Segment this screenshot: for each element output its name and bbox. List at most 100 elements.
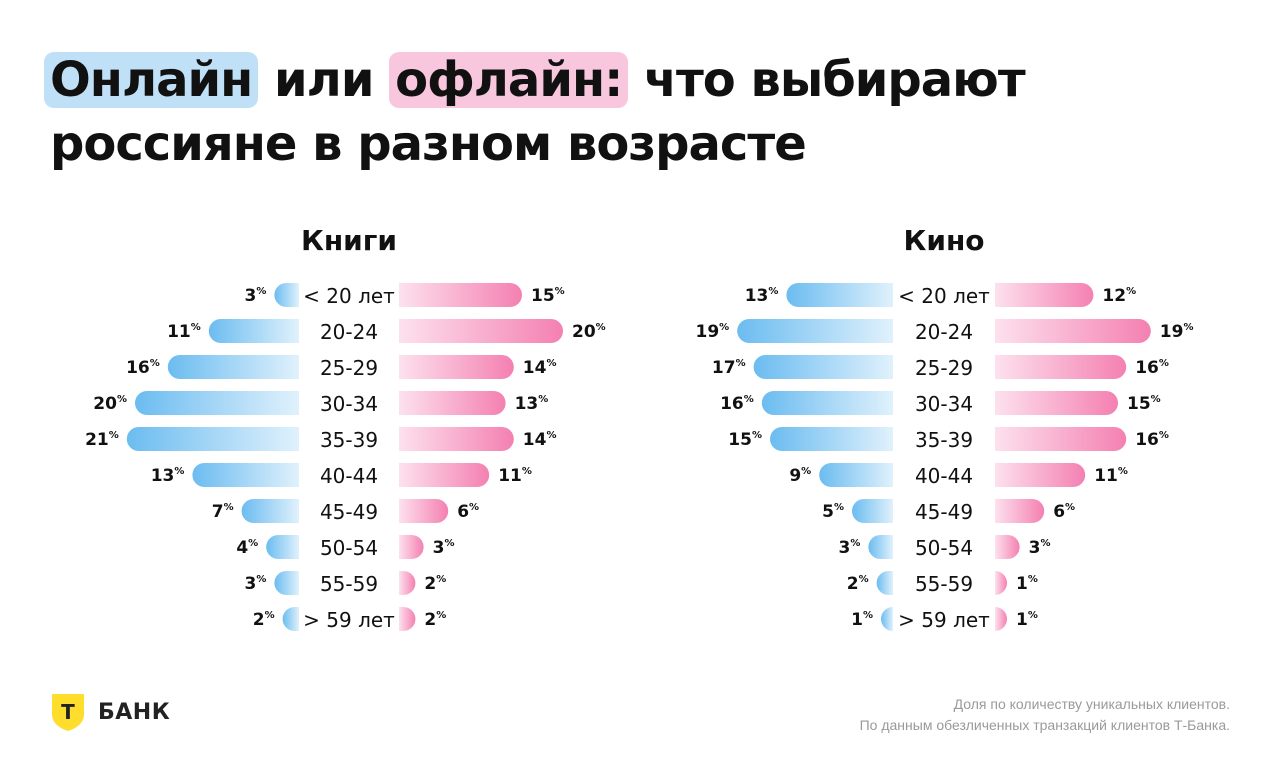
title-highlight-online: Онлайн	[44, 52, 259, 108]
books-online-bar	[282, 607, 299, 631]
books-online-bar	[126, 427, 299, 451]
movies-offline-bar	[995, 499, 1045, 523]
books-offline-value: 20%	[572, 322, 606, 342]
books-online-bar	[241, 499, 299, 523]
books-online-value: 4%	[236, 538, 258, 558]
books-offline-bar	[399, 355, 514, 379]
books-age-label: > 59 лет	[303, 608, 395, 632]
movies-age-label: 20-24	[915, 320, 973, 344]
books-offline-value: 14%	[523, 430, 557, 450]
movies-age-label: 40-44	[915, 464, 973, 488]
books-online-bar	[274, 283, 299, 307]
books-online-bar	[135, 391, 299, 415]
movies-online-value: 19%	[695, 322, 729, 342]
books-age-label: 20-24	[320, 320, 378, 344]
footnote: Доля по количеству уникальных клиентов. …	[860, 694, 1230, 736]
movies-offline-bar	[995, 535, 1020, 559]
books-offline-value: 2%	[424, 574, 446, 594]
tbank-logo: Т БАНК	[50, 692, 170, 732]
title-highlight-offline: офлайн:	[389, 52, 629, 108]
books-offline-value: 13%	[515, 394, 549, 414]
books-age-label: 25-29	[320, 356, 378, 380]
books-offline-bar	[399, 463, 490, 487]
books-offline-value: 15%	[531, 286, 565, 306]
books-offline-bar	[399, 391, 506, 416]
logo-letter: Т	[61, 700, 75, 724]
books-online-value: 21%	[85, 430, 119, 450]
movies-age-label: 50-54	[915, 536, 973, 560]
movies-age-label: 45-49	[915, 500, 973, 524]
logo-text: БАНК	[98, 699, 171, 725]
books-online-value: 16%	[126, 358, 160, 378]
movies-age-label: < 20 лет	[898, 284, 990, 308]
movies-online-bar	[852, 499, 893, 523]
movies-offline-bar	[995, 283, 1094, 307]
books-online-bar	[192, 463, 299, 487]
movies-offline-bar	[995, 319, 1151, 343]
movies-online-bar	[881, 607, 893, 631]
movies-online-value: 13%	[745, 286, 779, 306]
movies-online-bar	[786, 283, 893, 307]
books-chart-title: Книги	[301, 224, 397, 257]
books-age-label: 35-39	[320, 428, 378, 452]
books-online-bar	[274, 571, 299, 595]
books-offline-bar	[399, 499, 449, 523]
books-age-label: 40-44	[320, 464, 378, 488]
movies-online-value: 5%	[822, 502, 844, 522]
charts-area: Книги < 20 лет 3% 15% 20-24 11% 20% 25-29 16% 14%…	[85, 224, 1194, 632]
title-line2: россияне в разном возрасте	[50, 116, 807, 172]
books-online-value: 3%	[245, 286, 267, 306]
movies-offline-value: 1%	[1016, 610, 1038, 630]
movies-online-bar	[737, 319, 893, 343]
books-offline-value: 3%	[433, 538, 455, 558]
movies-online-value: 2%	[847, 574, 869, 594]
movies-offline-value: 6%	[1053, 502, 1075, 522]
books-online-bar	[266, 535, 299, 559]
books-age-label: 45-49	[320, 500, 378, 524]
movies-age-label: > 59 лет	[898, 608, 990, 632]
movies-offline-bar	[995, 571, 1007, 595]
movies-age-label: 55-59	[915, 572, 973, 596]
movies-offline-value: 12%	[1102, 286, 1136, 306]
movies-offline-bar	[995, 391, 1118, 415]
movies-online-bar	[753, 355, 893, 379]
movies-online-bar	[819, 463, 893, 487]
movies-offline-value: 3%	[1029, 538, 1051, 558]
books-online-value: 11%	[167, 322, 201, 342]
movies-offline-value: 15%	[1127, 394, 1161, 414]
books-online-value: 2%	[253, 610, 275, 630]
books-offline-bar	[399, 607, 416, 631]
books-offline-bar	[399, 319, 563, 343]
movies-chart-title: Кино	[903, 224, 984, 257]
movies-online-bar	[770, 427, 893, 451]
movies-age-label: 35-39	[915, 428, 973, 452]
books-online-bar	[208, 319, 299, 343]
books-offline-bar	[399, 535, 424, 559]
footnote-line-1: Доля по количеству уникальных клиентов.	[953, 696, 1230, 712]
movies-online-bar	[876, 571, 893, 595]
books-offline-bar	[399, 427, 514, 451]
movies-offline-value: 19%	[1160, 322, 1194, 342]
movies-online-value: 15%	[728, 430, 762, 450]
movies-online-bar	[761, 391, 893, 416]
books-offline-value: 2%	[424, 610, 446, 630]
books-age-label: 55-59	[320, 572, 378, 596]
movies-offline-bar	[995, 463, 1086, 487]
movies-online-value: 16%	[720, 394, 754, 414]
movies-online-bar	[868, 535, 893, 559]
books-offline-value: 14%	[523, 358, 557, 378]
movies-offline-value: 1%	[1016, 574, 1038, 594]
books-online-value: 7%	[212, 502, 234, 522]
movies-offline-bar	[995, 607, 1007, 631]
movies-age-label: 25-29	[915, 356, 973, 380]
books-offline-bar	[399, 571, 416, 595]
movies-offline-bar	[995, 427, 1127, 451]
movies-offline-bar	[995, 355, 1127, 379]
movies-age-label: 30-34	[915, 392, 973, 416]
books-online-bar	[167, 355, 299, 379]
movies-online-value: 9%	[789, 466, 811, 486]
books-offline-value: 11%	[498, 466, 532, 486]
books-offline-value: 6%	[457, 502, 479, 522]
books-age-label: 50-54	[320, 536, 378, 560]
books-online-value: 13%	[151, 466, 185, 486]
